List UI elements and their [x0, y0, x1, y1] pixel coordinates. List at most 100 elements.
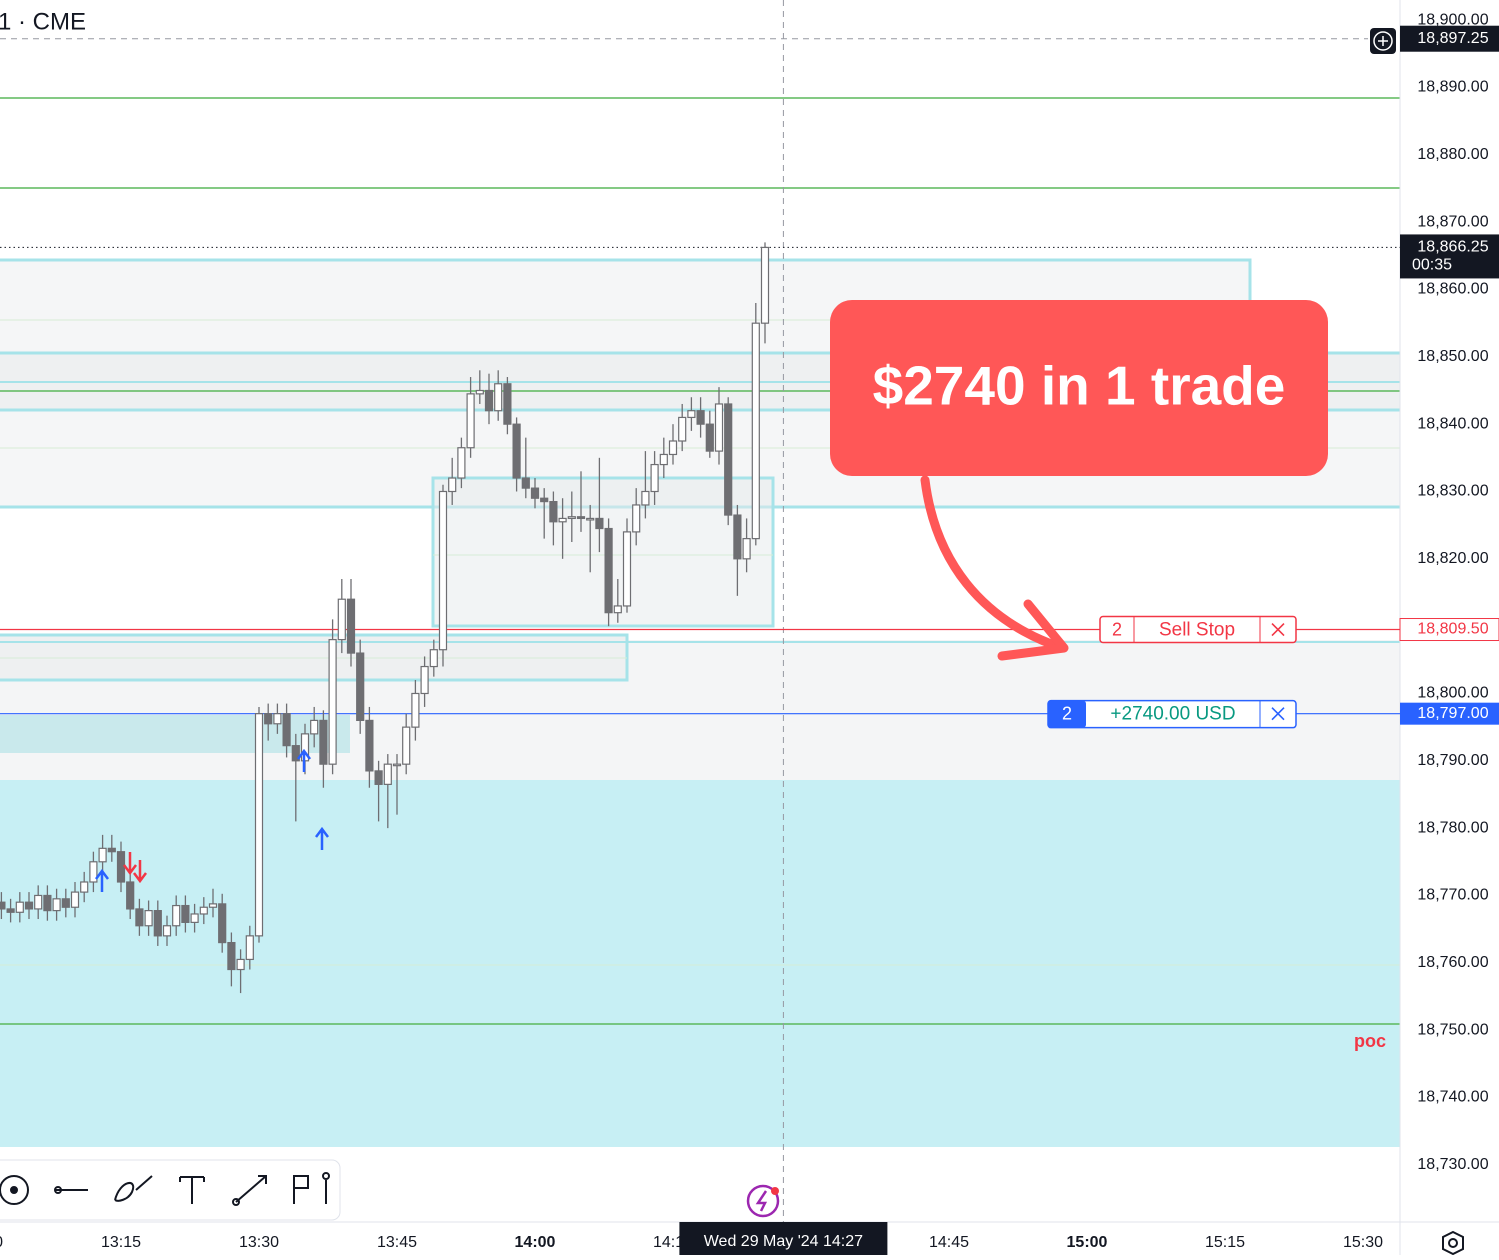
- candle-body: [107, 847, 116, 853]
- x-tick-label: 14:45: [929, 1234, 969, 1251]
- candle-body: [153, 910, 162, 937]
- candle-body: [641, 490, 650, 506]
- candle-body: [457, 447, 466, 479]
- candle-body: [61, 898, 70, 908]
- position-price: 18,797.00: [1417, 705, 1488, 722]
- candle-body: [337, 598, 346, 641]
- candle-body: [540, 497, 549, 503]
- tool-icon[interactable]: [179, 1176, 205, 1204]
- candle-body: [172, 904, 181, 927]
- y-tick-label: 18,890.00: [1417, 79, 1488, 96]
- candle-body: [733, 514, 742, 560]
- candle-body: [576, 516, 586, 520]
- candle-body: [549, 500, 558, 523]
- tool-icon[interactable]: [293, 1175, 327, 1204]
- candle-body: [622, 531, 632, 607]
- callout-box: [830, 300, 1328, 476]
- last-price-box: [1400, 234, 1499, 279]
- crosshair-time: Wed 29 May '24 14:27: [704, 1233, 863, 1250]
- candle-body: [162, 925, 172, 937]
- position-pnl: +2740.00 USD: [1110, 704, 1235, 725]
- tool-icon[interactable]: [0, 1175, 29, 1205]
- x-tick-label: 15:00: [1067, 1234, 1108, 1251]
- crosshair-price-box: [1400, 25, 1499, 52]
- x-tick-label: 13:30: [239, 1234, 279, 1251]
- y-tick-label: 18,750.00: [1417, 1021, 1488, 1038]
- candle-body: [742, 538, 751, 560]
- candle-body: [521, 477, 530, 489]
- candle-body: [273, 713, 282, 725]
- candle-body: [411, 692, 420, 728]
- tool-icon[interactable]: [235, 1175, 267, 1203]
- candle-body: [89, 861, 98, 883]
- order-price-box: [1399, 618, 1499, 642]
- candle-body: [448, 477, 457, 493]
- candle-body: [475, 389, 484, 395]
- order-qty: 2: [1112, 619, 1122, 639]
- callout-arrow: [920, 475, 1067, 653]
- candle-body: [144, 910, 153, 927]
- x-tick-label: 14:00: [515, 1234, 556, 1251]
- candle-body: [678, 416, 687, 442]
- y-tick-label: 18,740.00: [1417, 1089, 1488, 1106]
- candle-body: [668, 440, 678, 456]
- annotation: $2740 in 1 trade: [873, 355, 1286, 417]
- last-price: 18,866.25: [1417, 239, 1488, 256]
- candle-body: [484, 389, 494, 412]
- alert-icon[interactable]: [746, 1184, 780, 1218]
- candle-body: [43, 894, 52, 912]
- position-close[interactable]: [1271, 707, 1285, 721]
- y-tick-label: 18,820.00: [1417, 550, 1488, 567]
- settings-icon[interactable]: [1442, 1230, 1464, 1256]
- candle-body: [383, 763, 392, 785]
- candle-body: [512, 423, 521, 479]
- y-tick-label: 18,770.00: [1417, 887, 1488, 904]
- candle-body: [659, 453, 668, 466]
- candle-body: [98, 847, 107, 863]
- crosshair-plus[interactable]: [1370, 28, 1396, 54]
- zone: [0, 780, 1400, 1147]
- candle-body: [15, 901, 24, 913]
- candle-body: [190, 913, 199, 923]
- candle-body: [595, 517, 604, 530]
- order-cancel[interactable]: [1271, 622, 1285, 637]
- candle-body: [199, 906, 208, 915]
- candle-body: [218, 903, 227, 944]
- y-tick-label: 18,790.00: [1417, 752, 1488, 769]
- crosshair-price: 18,897.25: [1417, 30, 1488, 47]
- candle-body: [116, 851, 126, 883]
- order-box: [1099, 615, 1297, 644]
- candle-body: [291, 745, 300, 762]
- candle-body: [650, 463, 659, 493]
- y-tick-label: 18,780.00: [1417, 819, 1488, 836]
- candle-body: [0, 901, 6, 910]
- zone: [431, 476, 775, 628]
- candle-body: [236, 958, 245, 971]
- candle-body: [6, 908, 15, 913]
- candle-body: [613, 605, 622, 614]
- candle-body: [310, 719, 319, 735]
- candle-body: [586, 517, 595, 521]
- candle-body: [135, 908, 144, 927]
- candle-body: [530, 487, 540, 499]
- candle-body: [402, 726, 411, 765]
- candle-body: [126, 881, 135, 910]
- countdown: 00:35: [1412, 257, 1452, 274]
- x-tick-label: 13:15: [101, 1234, 141, 1251]
- candle-body: [494, 383, 503, 412]
- y-tick-label: 18,880.00: [1417, 146, 1488, 163]
- x-tick-label: 15:15: [1205, 1234, 1245, 1251]
- candle-body: [687, 410, 696, 419]
- candle-body: [24, 901, 34, 910]
- y-tick-label: 18,800.00: [1417, 685, 1488, 702]
- candle-body: [420, 665, 429, 695]
- candle-body: [254, 713, 264, 937]
- candle-body: [632, 504, 641, 533]
- candle-body: [374, 770, 383, 785]
- candle-body: [724, 403, 733, 516]
- tool-icon[interactable]: [114, 1175, 153, 1202]
- y-tick-label: 18,760.00: [1417, 954, 1488, 971]
- position-qty: 2: [1062, 703, 1072, 723]
